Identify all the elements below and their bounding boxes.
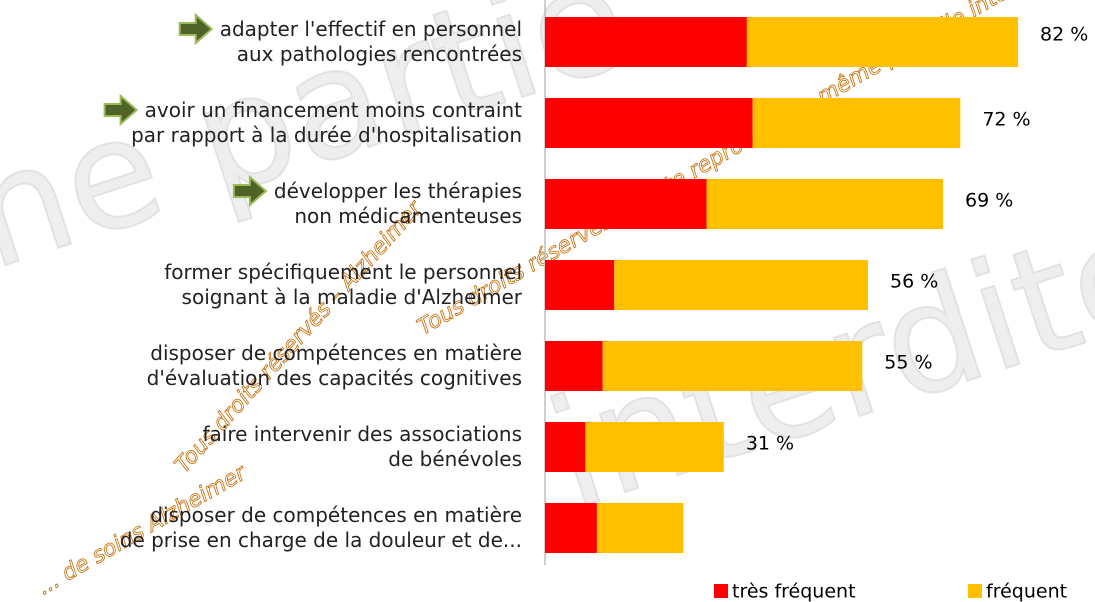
highlight-arrow <box>178 12 214 46</box>
legend-swatch <box>968 584 982 598</box>
bar-segment <box>752 98 961 148</box>
category-label: avoir un financement moins contraint par… <box>131 98 522 147</box>
bar-segment <box>545 422 586 472</box>
value-label: 72 % <box>982 109 1030 131</box>
bar-segment <box>614 260 869 310</box>
legend-swatch <box>714 584 728 598</box>
value-label: 82 % <box>1040 24 1088 46</box>
bar-segment <box>706 179 944 229</box>
legend-label: fréquent <box>986 581 1067 602</box>
bar-segment <box>602 341 863 391</box>
bar-segment <box>545 179 707 229</box>
value-label: 56 % <box>890 271 938 293</box>
category-label: disposer de compétences en matière d'éva… <box>146 341 522 390</box>
value-label: 69 % <box>965 190 1013 212</box>
bar-segment <box>545 17 747 67</box>
category-label: disposer de compétences en matière de pr… <box>119 503 522 552</box>
bar-segment <box>545 341 603 391</box>
bar-segment <box>545 503 597 553</box>
highlight-arrow <box>232 174 268 208</box>
value-label: 31 % <box>746 433 794 455</box>
category-label: former spécifiquement le personnel soign… <box>164 260 522 309</box>
highlight-arrow <box>103 93 139 127</box>
value-label: 55 % <box>884 352 932 374</box>
category-label: faire intervenir des associations de bén… <box>202 422 522 471</box>
category-label: adapter l'effectif en personnel aux path… <box>219 17 522 66</box>
category-label: développer les thérapies non médicamente… <box>273 179 522 228</box>
bar-segment <box>585 422 724 472</box>
legend-label: très fréquent <box>732 581 856 602</box>
bar-segment <box>545 98 753 148</box>
bar-segment <box>746 17 1019 67</box>
bar-segment <box>545 260 615 310</box>
bar-segment <box>596 503 684 553</box>
